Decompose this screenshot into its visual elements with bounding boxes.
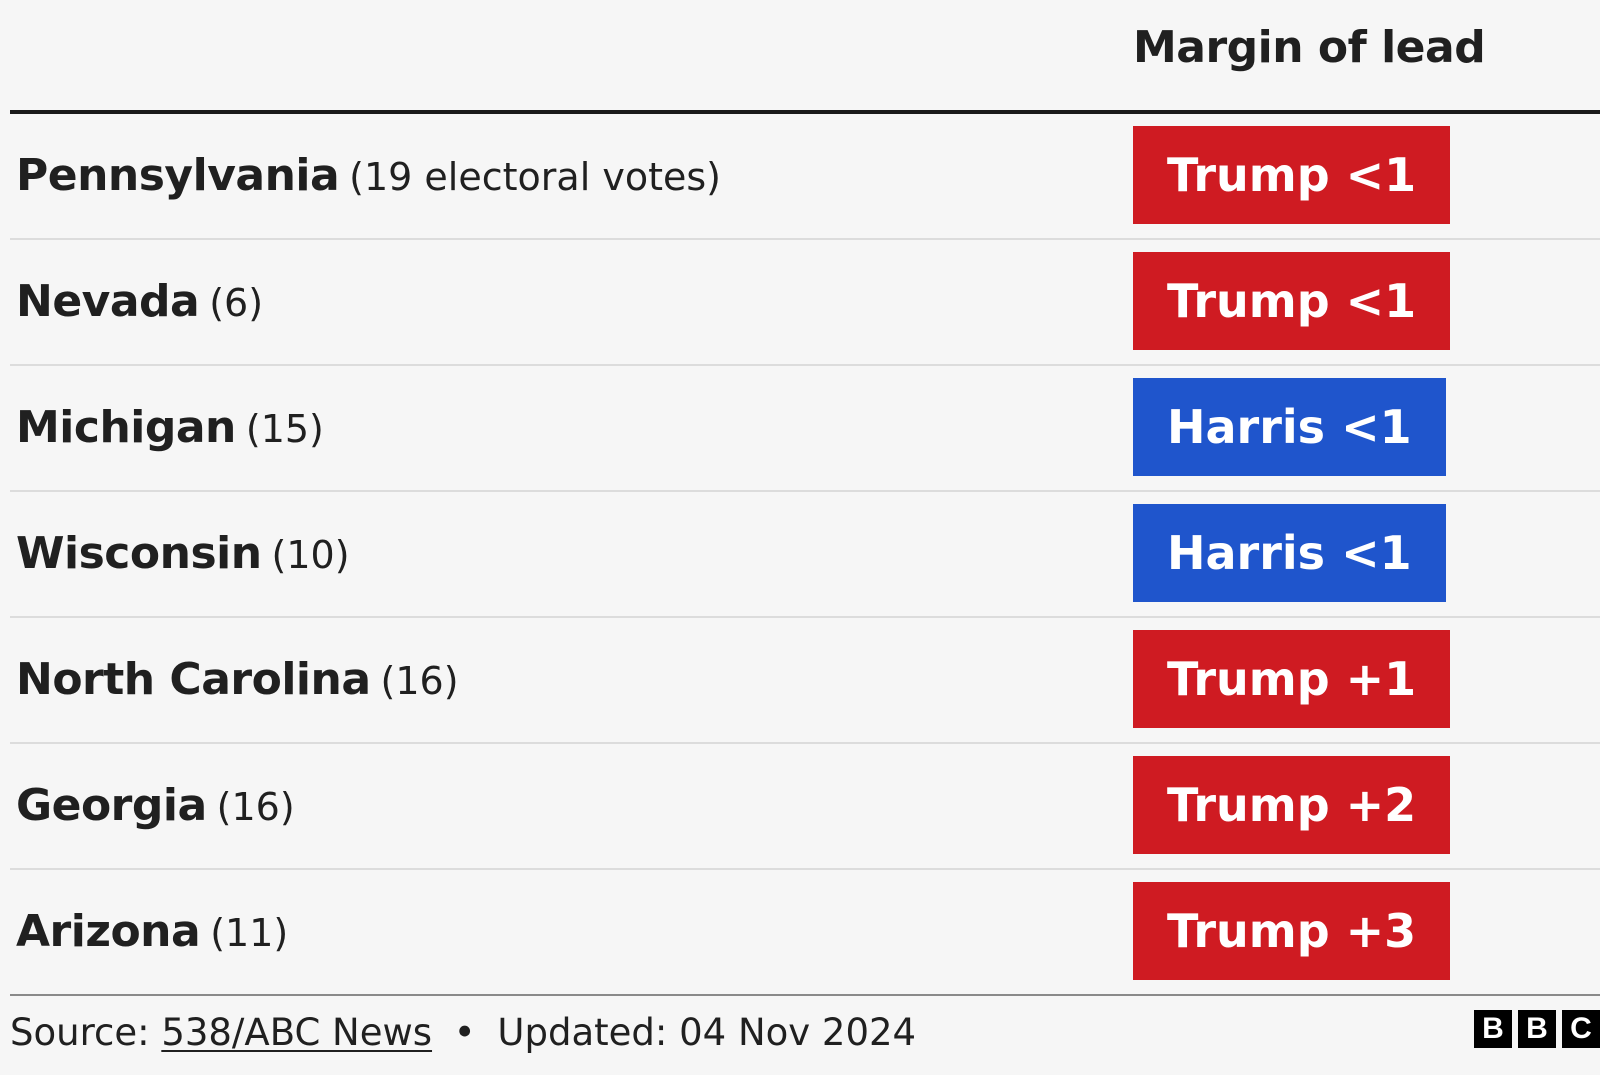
electoral-votes: (19 electoral votes): [349, 155, 721, 199]
state-name: Arizona: [16, 906, 201, 957]
state-cell: Michigan (15): [16, 400, 324, 465]
table-row: North Carolina (16) Trump +1: [0, 618, 1600, 744]
source-link[interactable]: 538/ABC News: [161, 1011, 433, 1054]
state-name: Wisconsin: [16, 528, 262, 579]
margin-badge: Trump <1: [1133, 252, 1451, 350]
row-divider: [10, 868, 1600, 870]
state-cell: Wisconsin (10): [16, 526, 350, 591]
logo-letter-b2: B: [1518, 1010, 1556, 1048]
table-row: Arizona (11) Trump +3: [0, 870, 1600, 996]
electoral-votes: (16): [216, 785, 295, 829]
row-divider: [10, 238, 1600, 240]
electoral-votes: (15): [245, 407, 324, 451]
column-header-margin: Margin of lead: [1133, 22, 1486, 73]
margin-badge: Trump +2: [1133, 756, 1451, 854]
row-divider: [10, 490, 1600, 492]
footer-separator: •: [453, 1011, 476, 1054]
margin-badge: Trump +3: [1133, 882, 1451, 980]
bbc-logo: B B C: [1474, 1010, 1600, 1048]
table-row: Pennsylvania (19 electoral votes) Trump <1: [0, 114, 1600, 240]
updated-date: Updated: 04 Nov 2024: [497, 1011, 917, 1054]
state-cell: North Carolina (16): [16, 652, 459, 717]
footer-rule: [10, 994, 1600, 996]
state-name: Nevada: [16, 276, 200, 327]
row-divider: [10, 742, 1600, 744]
state-name: Pennsylvania: [16, 150, 340, 201]
table-row: Wisconsin (10) Harris <1: [0, 492, 1600, 618]
source-label: Source:: [10, 1011, 150, 1054]
table-row: Nevada (6) Trump <1: [0, 240, 1600, 366]
margin-badge: Trump <1: [1133, 126, 1451, 224]
state-cell: Nevada (6): [16, 274, 263, 339]
table-row: Georgia (16) Trump +2: [0, 744, 1600, 870]
electoral-votes: (6): [209, 281, 264, 325]
margin-badge: Trump +1: [1133, 630, 1451, 728]
margin-badge: Harris <1: [1133, 504, 1446, 602]
electoral-votes: (10): [271, 533, 350, 577]
state-cell: Georgia (16): [16, 778, 295, 843]
logo-letter-c: C: [1562, 1010, 1600, 1048]
table-row: Michigan (15) Harris <1: [0, 366, 1600, 492]
state-cell: Pennsylvania (19 electoral votes): [16, 148, 721, 213]
electoral-votes: (16): [380, 659, 459, 703]
state-name: North Carolina: [16, 654, 371, 705]
margin-badge: Harris <1: [1133, 378, 1446, 476]
row-divider: [10, 364, 1600, 366]
table-header: Margin of lead: [0, 0, 1600, 110]
state-cell: Arizona (11): [16, 904, 288, 969]
state-name: Michigan: [16, 402, 236, 453]
table-body: Pennsylvania (19 electoral votes) Trump <1…: [0, 114, 1600, 996]
footer: Source: 538/ABC News • Updated: 04 Nov 2…: [10, 1010, 916, 1056]
logo-letter-b1: B: [1474, 1010, 1512, 1048]
row-divider: [10, 616, 1600, 618]
header-rule: [10, 110, 1600, 114]
electoral-votes: (11): [210, 911, 289, 955]
state-name: Georgia: [16, 780, 207, 831]
